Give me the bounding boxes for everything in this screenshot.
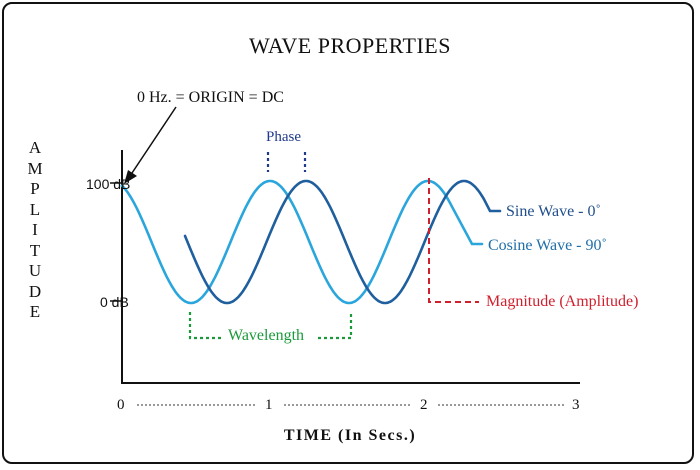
origin-arrow-line: [129, 106, 177, 177]
y-label-letter: M: [27, 158, 43, 178]
origin-annotation: 0 Hz. = ORIGIN = DC: [137, 89, 284, 106]
cosine-wave-label: Cosine Wave - 90˚: [488, 237, 607, 254]
magnitude-label: Magnitude (Amplitude): [486, 293, 639, 310]
y-tick-label-100db: 100 dB: [86, 176, 131, 192]
x-tick-label-2: 2: [420, 397, 428, 413]
diagram-title: WAVE PROPERTIES: [249, 33, 451, 58]
magnitude-marker: [428, 178, 479, 303]
wavelength-label: Wavelength: [228, 327, 305, 344]
y-label-letter: U: [28, 261, 42, 280]
sine-wave-line: [183, 179, 502, 305]
origin-arrow-head: [124, 170, 137, 184]
diagram-frame: [2, 2, 694, 464]
y-tick-label-0db: 0 dB: [100, 294, 129, 310]
y-label-letter: L: [29, 199, 41, 219]
wavelength-bracket-right: [318, 312, 353, 340]
x-tick-label-0: 0: [117, 397, 125, 413]
y-label-letter: T: [29, 240, 41, 260]
sine-wave-label: Sine Wave - 0˚: [506, 203, 601, 220]
phase-label: Phase: [266, 129, 301, 145]
y-label-letter: D: [28, 281, 42, 301]
y-axis-label: A M P L I T U D E: [26, 138, 44, 323]
y-label-letter: I: [32, 220, 38, 239]
y-label-letter: E: [29, 302, 41, 321]
x-tick-label-1: 1: [265, 397, 273, 413]
x-axis-label: TIME (In Secs.): [283, 427, 417, 444]
y-label-letter: A: [28, 138, 42, 157]
y-label-letter: P: [30, 179, 40, 198]
x-tick-label-3: 3: [572, 397, 580, 413]
wavelength-bracket-left: [188, 312, 224, 340]
